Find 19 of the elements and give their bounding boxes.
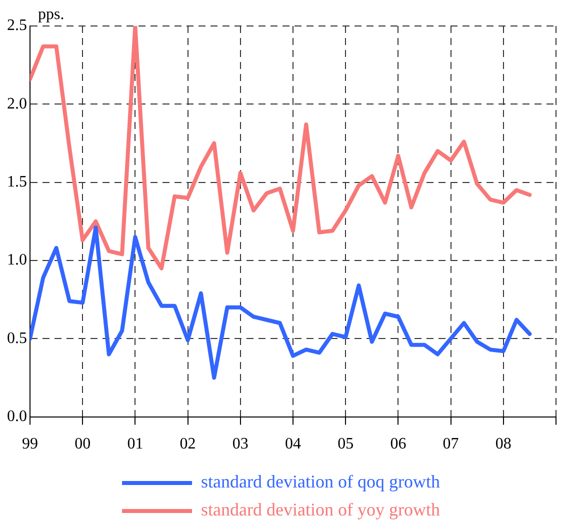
y-tick-label: 1.5 — [7, 174, 27, 191]
y-tick-label: 1.0 — [7, 252, 27, 269]
x-tick-label: 03 — [232, 436, 248, 453]
legend-label: standard deviation of qoq growth — [201, 472, 440, 492]
y-tick-label: 2.0 — [7, 95, 27, 112]
x-tick-label: 01 — [127, 436, 144, 453]
x-tick-label: 06 — [390, 436, 406, 453]
x-tick-label: 00 — [74, 436, 91, 453]
x-tick-label: 08 — [495, 436, 512, 453]
y-tick-label: 0.0 — [7, 408, 27, 426]
y-tick-label: 0.5 — [7, 330, 27, 347]
x-tick-label: 99 — [22, 436, 38, 453]
x-tick-label: 02 — [180, 436, 196, 453]
y-tick-label: 2.5 — [7, 17, 27, 34]
x-tick-label: 04 — [285, 436, 301, 453]
x-tick-label: 07 — [442, 436, 459, 453]
legend-label: standard deviation of yoy growth — [201, 500, 440, 520]
y-axis-title: pps. — [38, 6, 64, 24]
x-tick-label: 05 — [338, 436, 354, 453]
